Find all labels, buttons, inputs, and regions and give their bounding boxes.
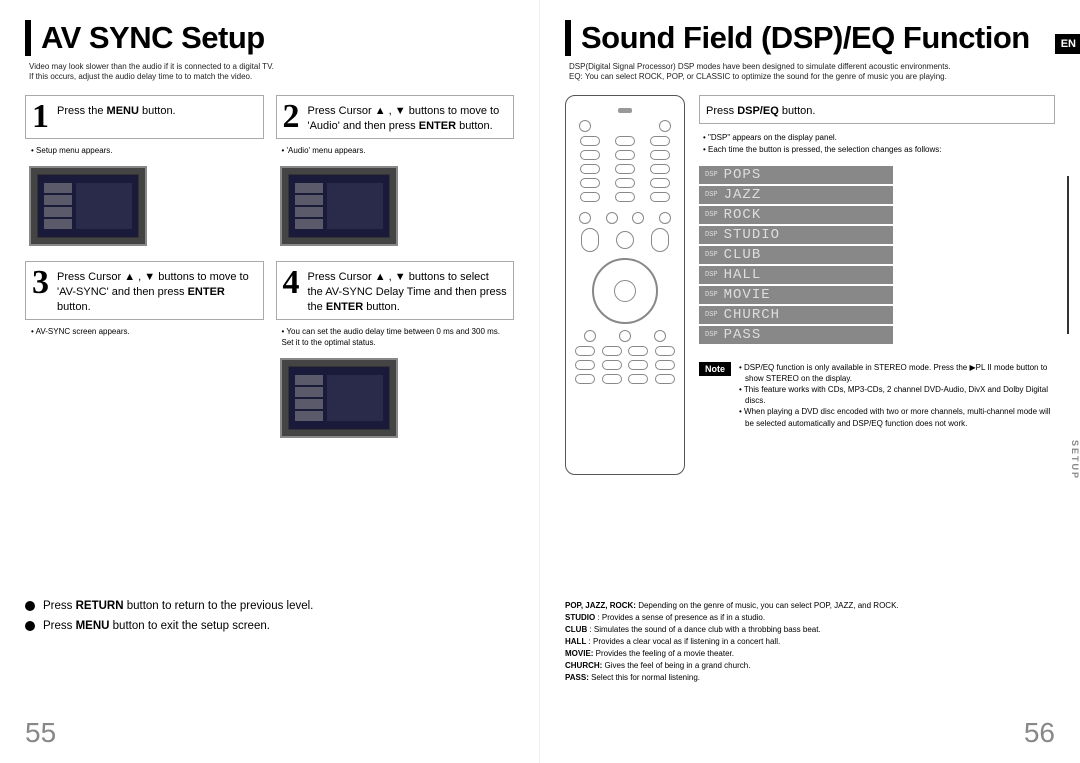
step-number: 3	[32, 266, 49, 300]
dsp-mode-item: DSPJAZZ	[699, 186, 893, 204]
definition-line: CHURCH: Gives the feel of being in a gra…	[565, 660, 1055, 672]
footer-line: Press MENU button to exit the setup scre…	[25, 620, 514, 632]
dsp-mode-item: DSPSTUDIO	[699, 226, 893, 244]
definition-line: MOVIE: Provides the feeling of a movie t…	[565, 648, 1055, 660]
dsp-mode-list: DSPPOPS DSPJAZZ DSPROCK DSPSTUDIO DSPCLUB DSP…	[699, 166, 1055, 344]
dsp-mode-item: DSPCLUB	[699, 246, 893, 264]
instruction-notes: • "DSP" appears on the display panel.• E…	[699, 132, 1055, 156]
footer-line: Press RETURN button to return to the pre…	[25, 600, 514, 612]
instruction-note: • Each time the button is pressed, the s…	[703, 144, 1055, 156]
step-text: Press Cursor ▲ , ▼ buttons to move to 'A…	[57, 266, 257, 315]
bullet-icon	[25, 601, 35, 611]
definition-line: HALL : Provides a clear vocal as if list…	[565, 636, 1055, 648]
step-1: 1 Press the MENU button.	[25, 95, 264, 139]
subtitle-left: Video may look slower than the audio if …	[25, 62, 514, 83]
steps-row-2: 3 Press Cursor ▲ , ▼ buttons to move to …	[25, 261, 514, 453]
step-text: Press Cursor ▲ , ▼ buttons to move to 'A…	[308, 100, 508, 134]
step-note: You can set the audio delay time between…	[276, 326, 515, 348]
subtitle-right: DSP(Digital Signal Processor) DSP modes …	[565, 62, 1055, 83]
footer-instructions: Press RETURN button to return to the pre…	[25, 600, 514, 632]
nav-ring-icon	[592, 258, 658, 324]
note-badge: Note	[699, 362, 731, 376]
dsp-mode-item: DSPCHURCH	[699, 306, 893, 324]
dsp-mode-item: DSPHALL	[699, 266, 893, 284]
page-title-right: Sound Field (DSP)/EQ Function	[565, 20, 1055, 56]
page-number: 55	[25, 717, 56, 749]
step-4: 4 Press Cursor ▲ , ▼ buttons to select t…	[276, 261, 515, 320]
definition-line: PASS: Select this for normal listening.	[565, 672, 1055, 684]
setup-tab: SETUP	[1070, 440, 1080, 480]
note-item: DSP/EQ function is only available in STE…	[739, 362, 1055, 384]
note-list: DSP/EQ function is only available in STE…	[739, 362, 1055, 429]
language-badge: EN	[1055, 34, 1080, 54]
page-55: AV SYNC Setup Video may look slower than…	[0, 0, 540, 763]
footer-text: Press MENU button to exit the setup scre…	[43, 620, 270, 632]
note-item: When playing a DVD disc encoded with two…	[739, 406, 1055, 428]
dsp-instruction-box: Press DSP/EQ button.	[699, 95, 1055, 124]
dsp-mode-item: DSPPASS	[699, 326, 893, 344]
steps-row-1: 1 Press the MENU button. Setup menu appe…	[25, 95, 514, 261]
remote-control-diagram	[565, 95, 685, 475]
note-item: This feature works with CDs, MP3-CDs, 2 …	[739, 384, 1055, 406]
screenshot-thumbnail	[280, 358, 398, 438]
screenshot-thumbnail	[29, 166, 147, 246]
step-number: 1	[32, 100, 49, 134]
step-note: 'Audio' menu appears.	[276, 145, 515, 156]
screenshot-thumbnail	[280, 166, 398, 246]
step-number: 4	[283, 266, 300, 300]
dsp-mode-item: DSPROCK	[699, 206, 893, 224]
step-text: Press the MENU button.	[57, 100, 257, 119]
page-title-left: AV SYNC Setup	[25, 20, 514, 56]
dsp-mode-item: DSPMOVIE	[699, 286, 893, 304]
manual-spread: AV SYNC Setup Video may look slower than…	[0, 0, 1080, 763]
step-text: Press Cursor ▲ , ▼ buttons to select the…	[308, 266, 508, 315]
dsp-info-column: Press DSP/EQ button. • "DSP" appears on …	[699, 95, 1055, 475]
step-note: AV-SYNC screen appears.	[25, 326, 264, 337]
definition-line: CLUB : Simulates the sound of a dance cl…	[565, 624, 1055, 636]
definition-line: POP, JAZZ, ROCK: Depending on the genre …	[565, 600, 1055, 612]
note-block: Note DSP/EQ function is only available i…	[699, 362, 1055, 429]
mode-definitions: POP, JAZZ, ROCK: Depending on the genre …	[565, 600, 1055, 684]
step-3: 3 Press Cursor ▲ , ▼ buttons to move to …	[25, 261, 264, 320]
page-56: EN SETUP Sound Field (DSP)/EQ Function D…	[540, 0, 1080, 763]
dsp-mode-item: DSPPOPS	[699, 166, 893, 184]
instruction-note: • "DSP" appears on the display panel.	[703, 132, 1055, 144]
dsp-content-row: Press DSP/EQ button. • "DSP" appears on …	[565, 95, 1055, 475]
instruction-text: Press DSP/EQ button.	[706, 100, 1048, 119]
step-number: 2	[283, 100, 300, 134]
page-number: 56	[1024, 717, 1055, 749]
step-2: 2 Press Cursor ▲ , ▼ buttons to move to …	[276, 95, 515, 139]
step-note: Setup menu appears.	[25, 145, 264, 156]
definition-line: STUDIO : Provides a sense of presence as…	[565, 612, 1055, 624]
bullet-icon	[25, 621, 35, 631]
footer-text: Press RETURN button to return to the pre…	[43, 600, 313, 612]
